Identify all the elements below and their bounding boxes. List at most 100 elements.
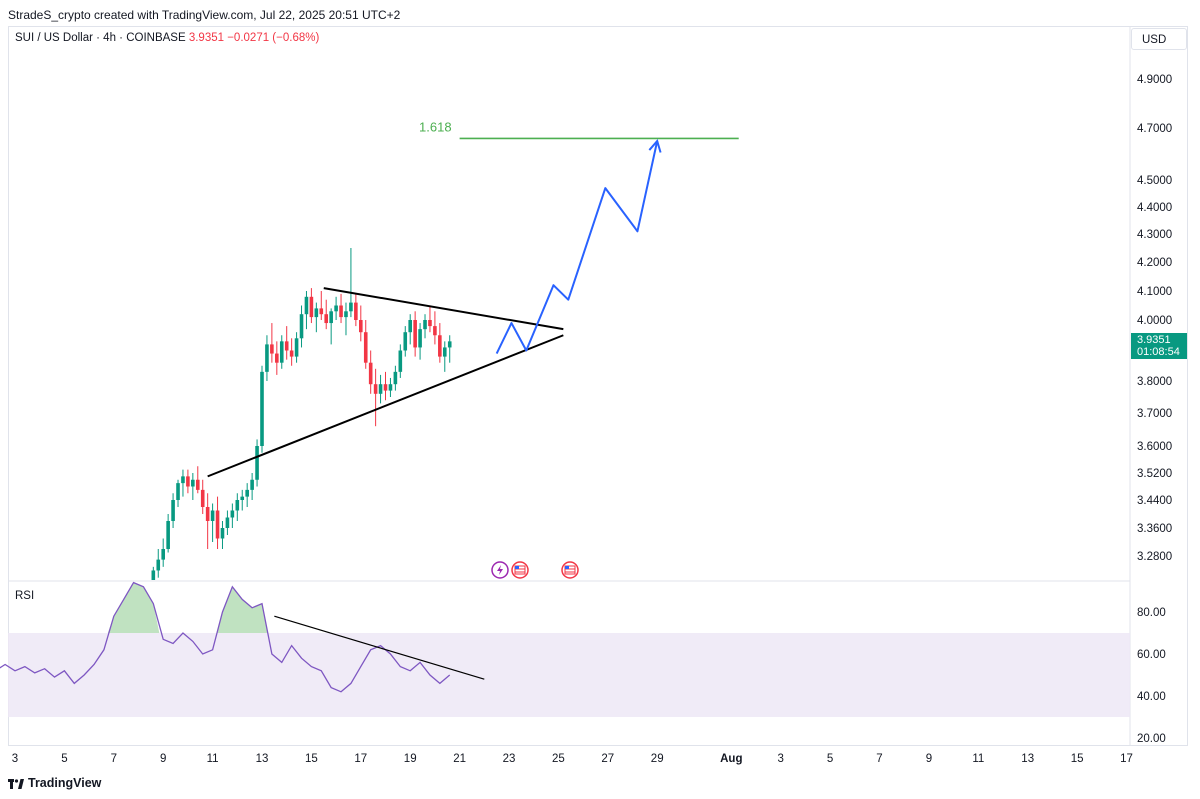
price-tick-label: 4.0000 [1137,315,1172,327]
time-tick-label: 27 [601,753,614,765]
projection-arrowhead [648,138,662,153]
candle-body [245,489,249,497]
rsi-tick-label: 60.00 [1137,649,1166,661]
candle-body [270,344,274,354]
candle-body [319,308,324,315]
time-tick-label: 15 [1071,753,1084,765]
candle-body [428,320,432,327]
tradingview-wordmark: TradingView [28,776,102,790]
candle-body [354,302,358,320]
price-tick-label: 3.5200 [1137,468,1172,480]
candle-body [171,500,175,521]
price-tick-label: 3.2800 [1137,551,1172,563]
time-tick-label: 29 [651,753,664,765]
candle-body [438,335,442,357]
candle-body [240,496,245,500]
price-tick-label: 3.7000 [1137,408,1172,420]
price-tick-label: 3.8000 [1137,376,1172,388]
candle-body [398,350,403,372]
candle-body [349,302,353,312]
candle-body [279,341,284,363]
time-tick-label: 17 [354,753,367,765]
price-tick-label: 3.4400 [1137,495,1172,507]
candle-body [200,489,205,507]
candle-body [299,314,304,339]
currency-selector[interactable]: USD [1131,28,1187,50]
rsi-overbought-fill [216,586,268,633]
candle-body [363,332,368,363]
time-tick-label: 21 [453,753,466,765]
current-price-value: 3.9351 [1137,334,1171,346]
candle-body [255,446,259,480]
legend-change: −0.0271 (−0.68%) [227,32,320,44]
candle-body [230,510,235,518]
time-tick-label: 13 [1021,753,1034,765]
candle-body [250,479,254,490]
tradingview-logo[interactable]: TradingView [8,776,101,790]
candle-body [284,341,289,351]
triangle-lower-trendline [207,334,564,478]
candle-body [289,350,294,357]
candle-body [151,570,156,580]
rsi-overbought-fill [107,582,160,633]
time-tick-label: 25 [552,753,565,765]
time-tick-label: 11 [972,753,984,765]
candle-body [403,332,408,351]
time-tick-label: 7 [111,753,117,765]
candle-body [156,559,161,571]
time-tick-label: 5 [61,753,67,765]
candle-body [176,483,180,500]
candle-body [195,479,200,490]
candle-body [413,320,417,348]
candle-body [418,329,422,348]
price-tick-label: 4.3000 [1137,229,1172,241]
candle-body [161,549,165,560]
candle-body [314,308,319,318]
candle-body [181,476,185,484]
triangle-upper-trendline [323,287,564,331]
candle-countdown: 01:08:54 [1137,346,1180,358]
flag-glyph [514,565,526,575]
time-tick-label: Aug [720,753,742,765]
candle-body [393,371,398,385]
rsi-indicator-label[interactable]: RSI [15,590,35,602]
candle-body [210,510,215,521]
chart-frame [8,26,1188,746]
candle-body [423,320,427,330]
symbol-name[interactable]: SUI / US Dollar · 4h · COINBASE [15,32,186,44]
time-tick-label: 19 [404,753,417,765]
candle-body [334,305,338,312]
candle-body [275,353,279,363]
candle-body [166,521,170,549]
time-tick-label: 17 [1120,753,1133,765]
price-tick-label: 4.2000 [1137,257,1172,269]
time-tick-label: 15 [305,753,318,765]
candle-body [359,320,363,333]
candle-body [324,314,329,324]
candle-body [344,311,348,318]
candle-body [339,305,343,318]
price-tick-label: 4.1000 [1137,286,1172,298]
candle-body [191,479,195,487]
current-price-tag: 3.9351 01:08:54 [1131,333,1187,359]
candle-body [447,341,452,348]
candle-body [235,500,240,511]
candle-body [265,344,269,372]
lightning-glyph [497,565,503,575]
time-tick-label: 3 [12,753,18,765]
candle-body [304,296,309,315]
candle-body [186,476,190,487]
rsi-tick-label: 40.00 [1137,691,1166,703]
candle-body [388,384,393,391]
time-tick-label: 9 [926,753,932,765]
time-tick-label: 5 [827,753,833,765]
tradingview-logo-icon [8,778,24,789]
price-tick-label: 3.3600 [1137,523,1172,535]
candle-body [373,384,378,394]
price-tick-label: 4.7000 [1137,123,1172,135]
candle-body [378,384,383,394]
time-tick-label: 11 [207,753,219,765]
rsi-tick-label: 80.00 [1137,607,1166,619]
symbol-legend[interactable]: SUI / US Dollar · 4h · COINBASE 3.9351 −… [15,32,319,44]
